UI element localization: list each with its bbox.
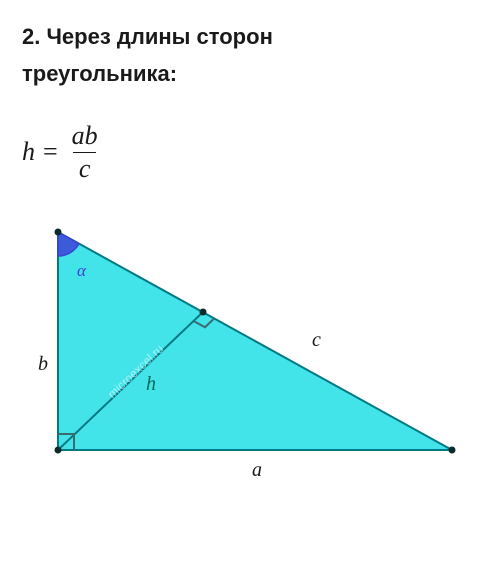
heading-line-1: 2. Через длины сторон — [22, 24, 273, 49]
formula: h = ab c — [22, 121, 478, 184]
triangle-diagram: microexcel.ruαbcah — [22, 220, 478, 490]
formula-fraction: ab c — [66, 121, 104, 184]
svg-text:h: h — [146, 373, 156, 395]
svg-text:α: α — [77, 261, 87, 280]
formula-lhs: h — [22, 137, 35, 167]
heading-line-2: треугольника: — [22, 61, 177, 86]
svg-text:b: b — [38, 353, 48, 375]
section-heading: 2. Через длины сторон треугольника: — [22, 18, 478, 93]
triangle-svg: microexcel.ruαbcah — [22, 220, 478, 490]
formula-numerator: ab — [66, 121, 104, 152]
formula-eq: = — [43, 137, 58, 167]
svg-text:a: a — [252, 459, 262, 481]
svg-text:c: c — [312, 329, 321, 351]
formula-denominator: c — [73, 152, 97, 184]
